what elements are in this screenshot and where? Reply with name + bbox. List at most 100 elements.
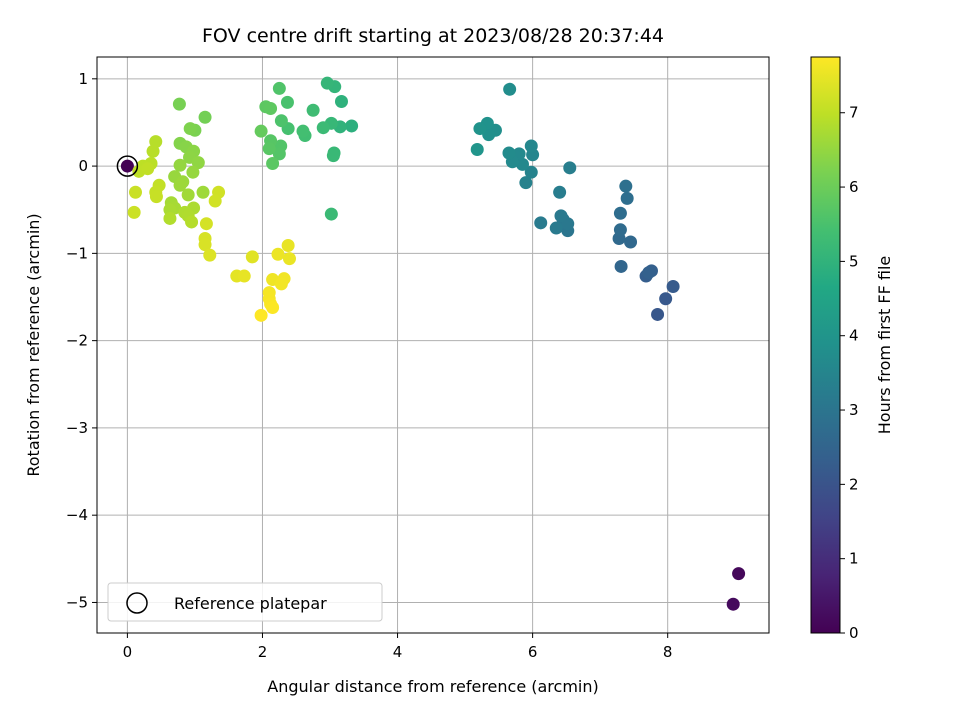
data-point xyxy=(473,122,487,136)
data-point xyxy=(186,165,200,179)
data-point xyxy=(127,205,141,219)
data-point xyxy=(237,269,251,283)
colorbar-tick-label: 5 xyxy=(849,252,859,270)
x-tick-label: 8 xyxy=(663,643,673,661)
data-point xyxy=(563,161,577,175)
data-point xyxy=(534,216,548,230)
colorbar-tick-label: 4 xyxy=(849,327,859,345)
x-tick-label: 6 xyxy=(528,643,538,661)
data-point xyxy=(264,101,278,115)
data-point xyxy=(172,97,186,111)
y-tick-label: 1 xyxy=(78,70,88,88)
colorbar-tick-label: 7 xyxy=(849,104,859,122)
y-tick-label: −5 xyxy=(66,593,88,611)
x-axis-label: Angular distance from reference (arcmin) xyxy=(267,677,598,696)
data-point xyxy=(726,597,740,611)
y-axis-label: Rotation from reference (arcmin) xyxy=(24,213,43,476)
data-point xyxy=(296,124,310,138)
data-point xyxy=(173,158,187,172)
data-point xyxy=(245,250,259,264)
plot-frame xyxy=(96,56,770,634)
colorbar: 0 1 2 3 4 5 6 7 Hours from first FF file xyxy=(810,56,894,642)
data-point xyxy=(614,259,628,273)
colorbar-tick-label: 1 xyxy=(849,550,859,568)
y-tick-label: −2 xyxy=(66,332,88,350)
data-point xyxy=(120,159,134,173)
data-point xyxy=(326,149,340,163)
data-point xyxy=(254,124,268,138)
colorbar-tick-label: 6 xyxy=(849,178,859,196)
data-point xyxy=(732,567,746,581)
data-point xyxy=(266,300,280,314)
data-point xyxy=(345,119,359,133)
data-point xyxy=(502,146,516,160)
y-tick-label: −3 xyxy=(66,419,88,437)
data-point xyxy=(196,185,210,199)
data-point xyxy=(524,139,538,153)
x-tick-label: 4 xyxy=(393,643,403,661)
data-point xyxy=(306,103,320,117)
colorbar-ticks: 0 1 2 3 4 5 6 7 xyxy=(840,104,859,642)
data-point xyxy=(549,221,563,235)
colorbar-tick-label: 2 xyxy=(849,475,859,493)
data-point xyxy=(198,110,212,124)
data-point xyxy=(613,223,627,237)
data-point xyxy=(281,239,295,253)
x-tick-label: 2 xyxy=(258,643,268,661)
data-point xyxy=(199,217,213,231)
data-point xyxy=(272,81,286,95)
y-tick-label: 0 xyxy=(78,157,88,175)
data-point xyxy=(274,114,288,128)
data-point xyxy=(272,147,286,161)
data-point xyxy=(266,156,280,170)
data-point xyxy=(254,308,268,322)
data-point xyxy=(651,307,665,321)
data-point xyxy=(141,162,155,176)
data-point xyxy=(613,206,627,220)
legend: Reference platepar xyxy=(107,582,383,622)
data-point xyxy=(519,176,533,190)
legend-reference-marker xyxy=(126,592,148,614)
legend-box xyxy=(107,582,383,622)
data-point xyxy=(274,277,288,291)
colorbar-tick-label: 0 xyxy=(849,624,859,642)
data-point xyxy=(503,82,517,96)
reference-platepar-marker xyxy=(116,155,139,177)
colorbar-gradient xyxy=(810,56,841,634)
data-point xyxy=(208,194,222,208)
data-point xyxy=(262,142,276,156)
colorbar-tick-label: 3 xyxy=(849,401,859,419)
data-point xyxy=(324,207,338,221)
y-tick-label: −4 xyxy=(66,506,88,524)
data-point xyxy=(659,292,673,306)
x-tick-label: 0 xyxy=(123,643,133,661)
data-point xyxy=(203,248,217,262)
data-point xyxy=(185,215,199,229)
axis-ticks: 0 2 4 6 810−1−2−3−4−5 xyxy=(66,70,673,661)
data-point xyxy=(642,266,656,280)
colorbar-label: Hours from first FF file xyxy=(875,256,894,435)
data-point xyxy=(282,252,296,266)
data-point xyxy=(554,209,568,223)
data-point xyxy=(173,178,187,192)
data-point xyxy=(146,144,160,158)
data-point xyxy=(181,188,195,202)
data-point xyxy=(198,238,212,252)
data-point xyxy=(334,95,348,109)
data-points xyxy=(116,76,746,611)
data-point xyxy=(280,95,294,109)
data-point xyxy=(191,156,205,170)
data-point xyxy=(666,280,680,294)
legend-label: Reference platepar xyxy=(174,594,327,613)
y-tick-label: −1 xyxy=(66,244,88,262)
data-point xyxy=(320,76,334,90)
data-point xyxy=(620,191,634,205)
data-point xyxy=(470,143,484,157)
data-point xyxy=(515,157,529,171)
data-point xyxy=(163,211,177,225)
data-point xyxy=(619,179,633,193)
data-point xyxy=(128,185,142,199)
data-point xyxy=(624,235,638,249)
data-point xyxy=(316,121,330,135)
